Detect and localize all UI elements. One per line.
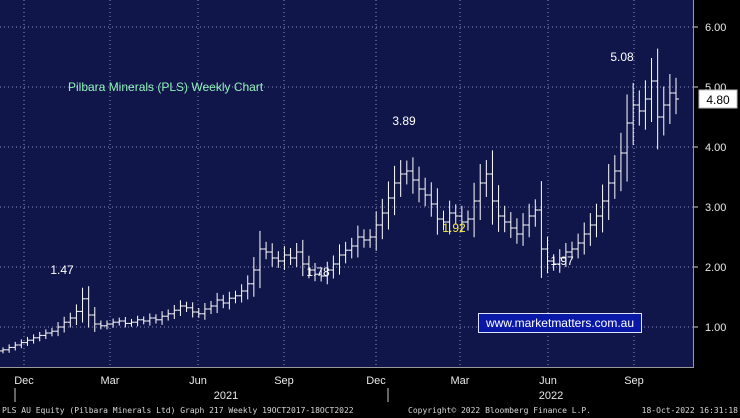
price-annotation: 1.97 bbox=[550, 254, 574, 268]
x-tick-label: Dec bbox=[14, 375, 34, 387]
price-annotation: 1.92 bbox=[442, 221, 466, 235]
footer-bar: PLS AU Equity (Pilbara Minerals Ltd) Gra… bbox=[0, 404, 740, 418]
footer-timestamp: 18-Oct-2022 16:31:18 bbox=[641, 406, 738, 415]
x-tick-label: Mar bbox=[101, 375, 120, 387]
x-tick-label: Jun bbox=[189, 375, 207, 387]
x-year-label: 2021 bbox=[214, 390, 238, 402]
x-tick-label: Sep bbox=[274, 375, 294, 387]
y-tick-label: 1.00 bbox=[705, 322, 726, 334]
y-tick-label: 4.00 bbox=[705, 142, 726, 154]
y-tick-label: 3.00 bbox=[705, 202, 726, 214]
last-price-label: 4.80 bbox=[706, 93, 730, 107]
footer-security-info: PLS AU Equity (Pilbara Minerals Ltd) Gra… bbox=[2, 406, 354, 415]
last-price-tag bbox=[698, 89, 738, 109]
x-tick-label: Jun bbox=[539, 375, 557, 387]
price-annotation: 1.47 bbox=[50, 263, 74, 277]
y-tick-label: 2.00 bbox=[705, 262, 726, 274]
price-annotation: 5.08 bbox=[610, 50, 634, 64]
price-annotation: 1.78 bbox=[306, 265, 330, 279]
footer-copyright: Copyright© 2022 Bloomberg Finance L.P. bbox=[408, 406, 592, 415]
x-tick-label: Sep bbox=[624, 375, 644, 387]
plot-area bbox=[0, 0, 694, 368]
x-tick-label: Mar bbox=[451, 375, 470, 387]
y-tick-label: 6.00 bbox=[705, 22, 726, 34]
chart-title: Pilbara Minerals (PLS) Weekly Chart bbox=[68, 80, 264, 94]
watermark-link[interactable]: www.marketmatters.com.au bbox=[478, 313, 642, 333]
price-annotation: 3.89 bbox=[392, 114, 416, 128]
x-year-label: 2022 bbox=[539, 390, 563, 402]
x-tick-label: Dec bbox=[366, 375, 386, 387]
